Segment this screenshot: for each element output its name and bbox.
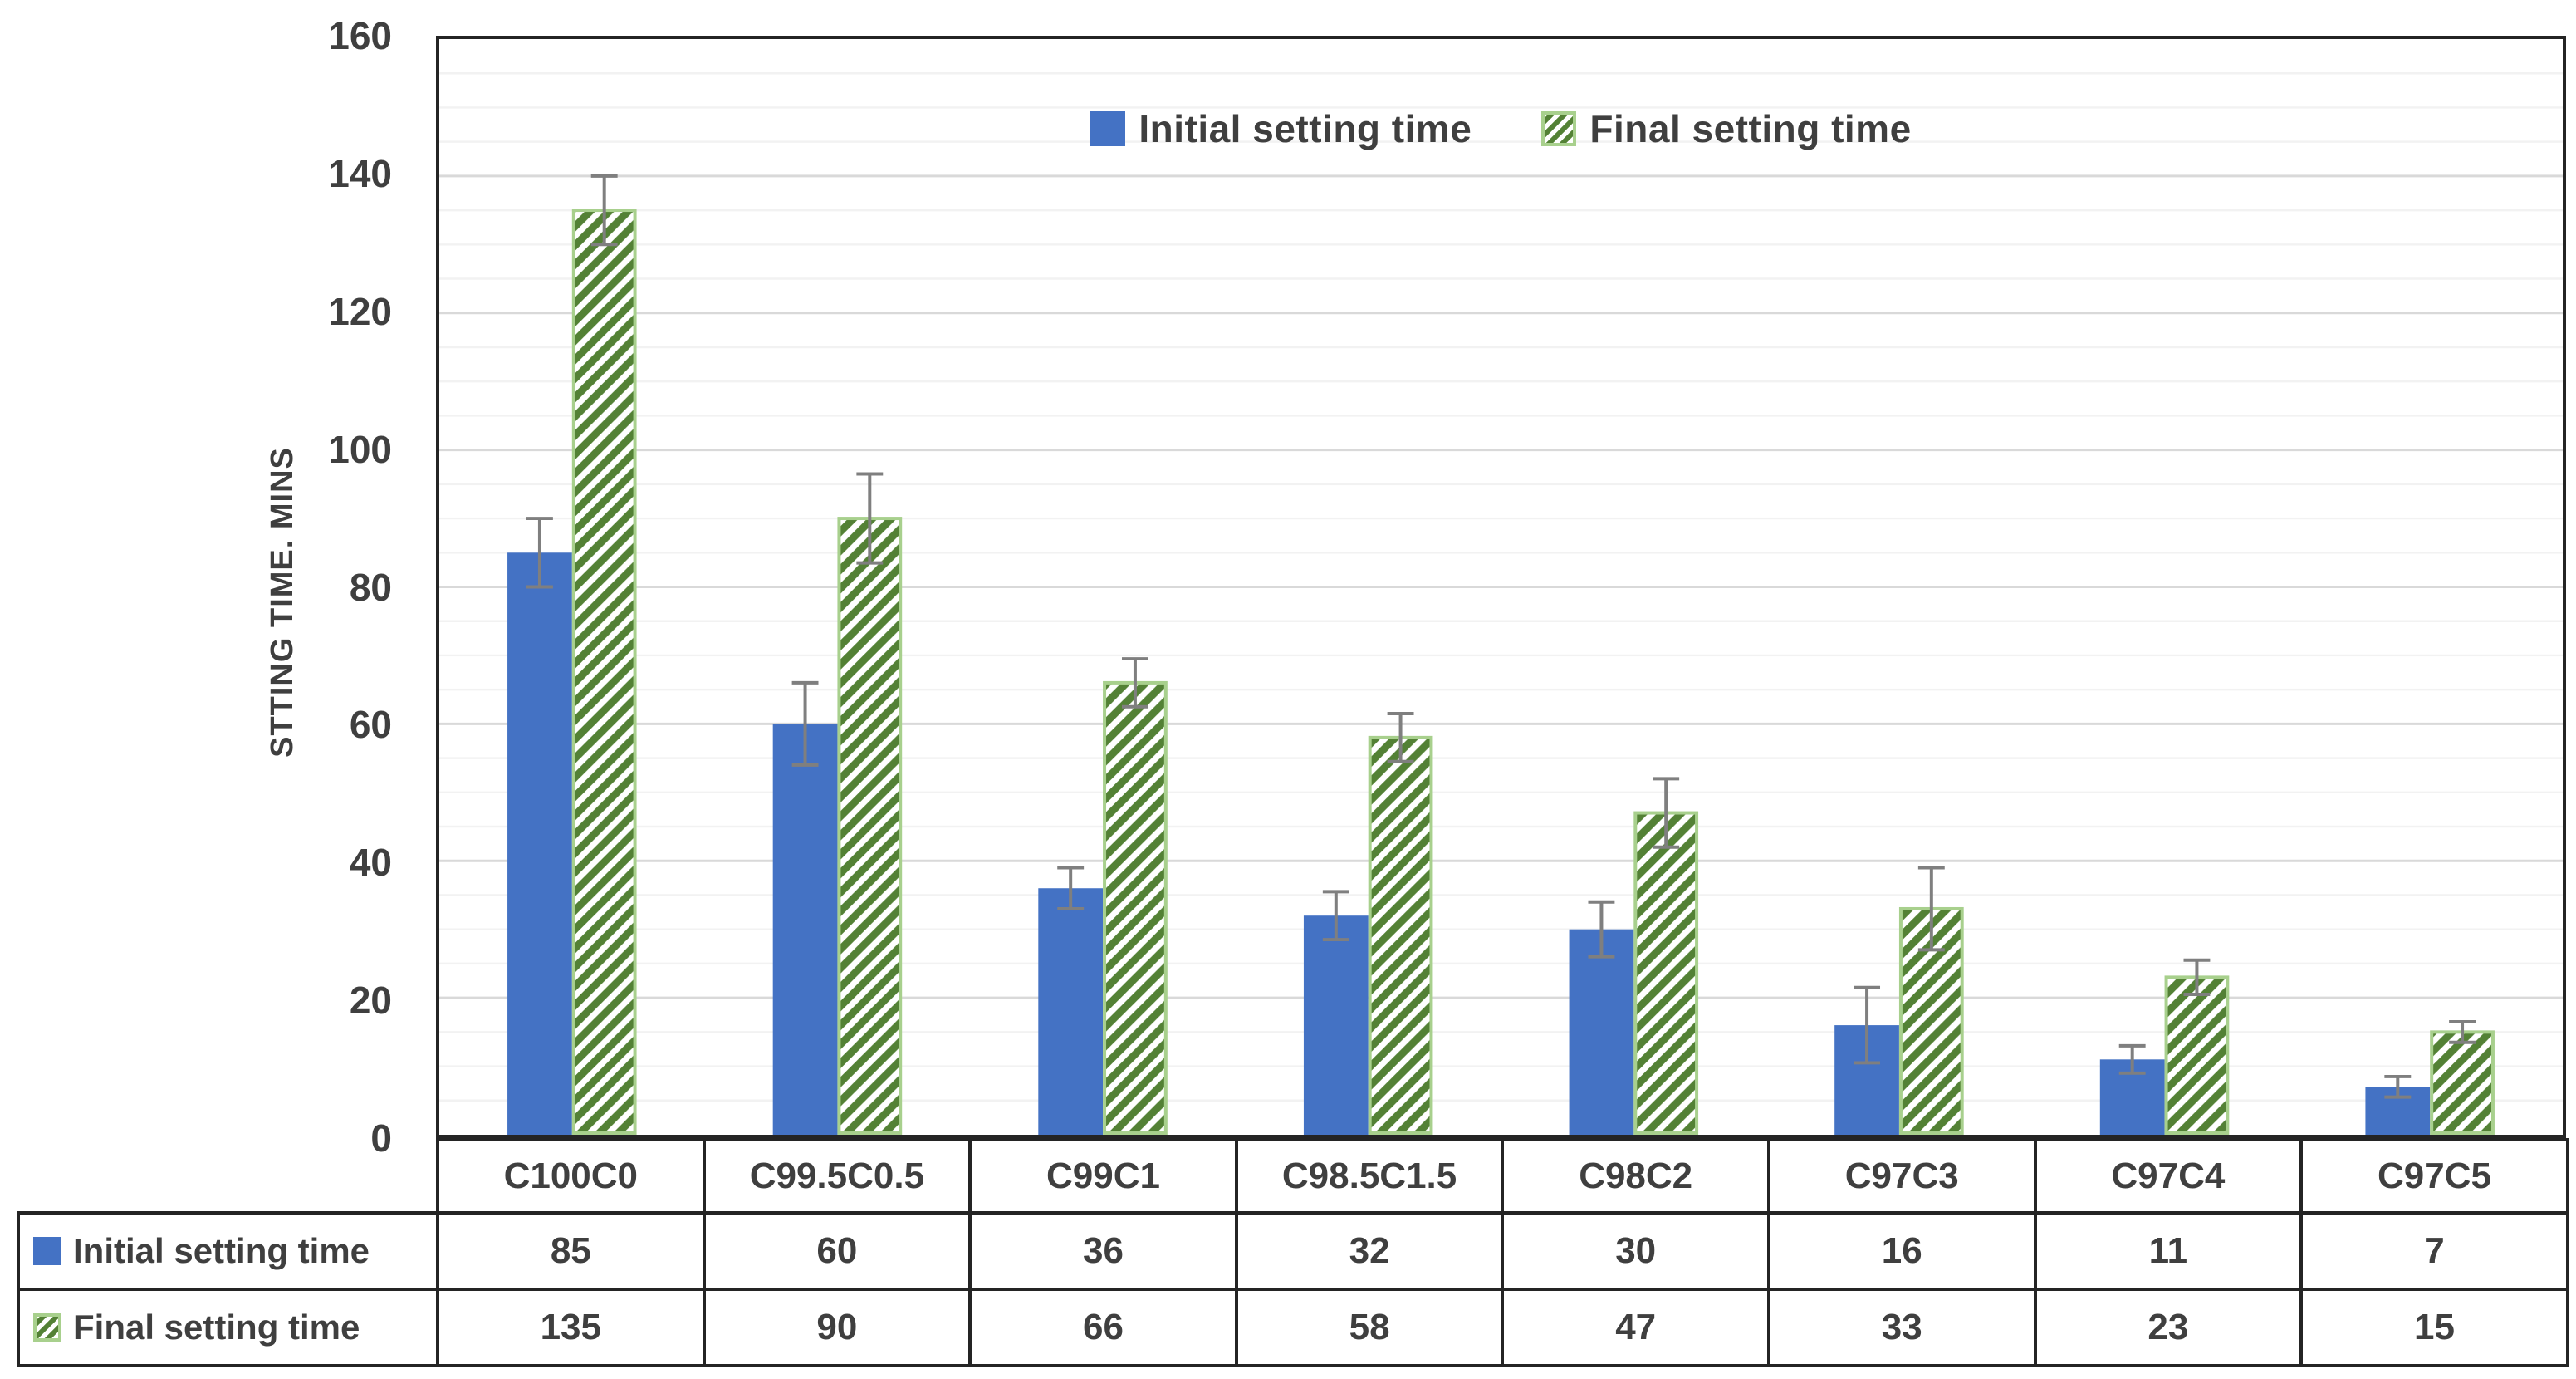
bar-chart-canvas [439, 71, 2563, 1135]
bar-initial-setting-time [1038, 888, 1104, 1135]
table-value-cell: 36 [968, 1211, 1238, 1291]
error-bar-initial [1588, 900, 1615, 959]
legend-label: Initial setting time [1139, 107, 1472, 150]
error-bar-final [1653, 777, 1680, 849]
table-category-header-cell: C99C1 [968, 1138, 1238, 1215]
table-row-label-cell: Initial setting time [17, 1211, 439, 1291]
error-bar-final [2183, 958, 2211, 996]
y-axis-tick-label: 140 [328, 151, 392, 195]
error-bar-final [590, 174, 618, 247]
data-table: C100C0 C99.5C0.5 C99C1 C98.5C1.5 C98C2 C97C3 C… [17, 1138, 2569, 1367]
table-value-cell: 60 [702, 1211, 972, 1291]
error-bar-final [2449, 1019, 2476, 1044]
table-value-cell: 85 [436, 1211, 706, 1291]
bar-final-setting-time [2430, 1030, 2495, 1135]
table-value-cell: 58 [1234, 1288, 1505, 1367]
table-category-header-row: C100C0 C99.5C0.5 C99C1 C98.5C1.5 C98C2 C97C3 C… [18, 1138, 2569, 1215]
y-axis-tick-label: 60 [349, 703, 392, 747]
y-axis-tick-label: 160 [328, 14, 392, 57]
error-bar-final [1121, 657, 1148, 709]
table-category-header-cell: C97C5 [2299, 1138, 2569, 1215]
error-bar-initial [2118, 1043, 2146, 1075]
y-axis-tick-label: 80 [349, 565, 392, 609]
table-value-cell: 23 [2033, 1288, 2304, 1367]
table-value-cell: 15 [2299, 1288, 2569, 1367]
error-bar-initial [791, 680, 819, 767]
table-value-cell: 7 [2299, 1211, 2569, 1291]
table-category-header-cell: C98.5C1.5 [1234, 1138, 1505, 1215]
final-setting-time-swatch-icon [33, 1313, 61, 1342]
initial-setting-time-swatch-icon [1090, 111, 1126, 146]
table-row-initial-setting-time: Initial setting time 85 60 36 32 30 16 11 7 [17, 1211, 2569, 1291]
bar-final-setting-time [837, 517, 903, 1135]
plot-area [436, 36, 2566, 1138]
y-axis-tick-label: 20 [349, 979, 392, 1023]
table-category-header-cell: C97C4 [2033, 1138, 2304, 1215]
legend-label: Final setting time [1589, 107, 1912, 150]
table-category-header-cell: C97C3 [1766, 1138, 2037, 1215]
error-bar-initial [1854, 985, 1881, 1065]
table-category-header-cell: C99.5C0.5 [702, 1138, 972, 1215]
table-corner-cell [18, 1140, 439, 1215]
table-value-cell: 135 [436, 1288, 706, 1367]
final-setting-time-swatch-icon [1541, 111, 1577, 146]
bar-final-setting-time [2164, 975, 2230, 1135]
legend-item-final-setting-time: Final setting time [1541, 106, 1911, 151]
table-value-cell: 90 [702, 1288, 972, 1367]
y-axis-tick-label: 100 [328, 427, 392, 471]
error-bar-final [1387, 712, 1414, 763]
table-value-cell: 11 [2033, 1211, 2304, 1291]
error-bar-initial [2384, 1074, 2412, 1099]
error-bar-initial [526, 517, 553, 589]
legend: Initial setting time Final setting time [436, 106, 2566, 151]
table-category-header-cell: C100C0 [436, 1138, 706, 1215]
table-value-cell: 47 [1501, 1288, 1770, 1367]
table-value-cell: 66 [968, 1288, 1238, 1367]
initial-setting-time-swatch-icon [33, 1237, 61, 1265]
table-row-final-setting-time: Final setting time 135 90 66 58 47 33 23 15 [17, 1288, 2569, 1367]
table-value-cell: 33 [1766, 1288, 2037, 1367]
table-value-cell: 16 [1766, 1211, 2037, 1291]
bar-final-setting-time [571, 209, 637, 1135]
bar-initial-setting-time [1303, 915, 1369, 1135]
bar-final-setting-time [1633, 811, 1699, 1135]
table-row-label-cell: Final setting time [17, 1288, 439, 1367]
error-bar-initial [1322, 890, 1349, 942]
y-axis-tick-label: 120 [328, 289, 392, 333]
table-value-cell: 32 [1234, 1211, 1505, 1291]
legend-item-initial-setting-time: Initial setting time [1090, 106, 1472, 151]
bar-initial-setting-time [772, 724, 838, 1135]
y-axis-tick-label: 40 [349, 841, 392, 885]
error-bar-final [1917, 866, 1945, 952]
table-row-label: Final setting time [73, 1308, 360, 1347]
error-bar-initial [1057, 866, 1085, 910]
bar-final-setting-time [1103, 680, 1168, 1135]
error-bar-final [856, 472, 884, 565]
bar-initial-setting-time [1569, 929, 1634, 1135]
bar-initial-setting-time [507, 552, 572, 1135]
table-row-label: Initial setting time [73, 1231, 370, 1270]
table-category-header-cell: C98C2 [1501, 1138, 1770, 1215]
table-value-cell: 30 [1501, 1211, 1770, 1291]
bar-final-setting-time [1368, 735, 1433, 1135]
